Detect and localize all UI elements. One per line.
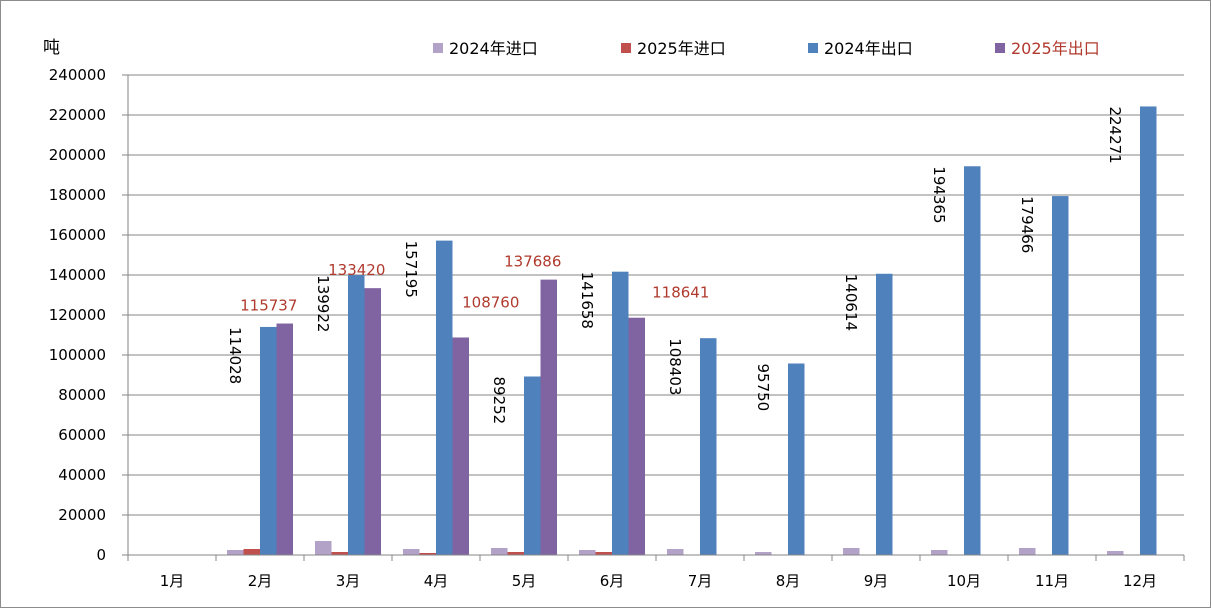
data-label: 118641 [652,284,709,302]
x-tick-label: 5月 [512,572,537,590]
bars [227,106,1157,556]
y-axis-unit-label: 吨 [43,38,60,58]
x-tick-label: 7月 [688,572,713,590]
bar [260,326,277,555]
bar [628,317,645,555]
data-label: 114028 [226,327,244,384]
y-tick-label: 40000 [58,466,106,484]
bar [579,550,596,555]
legend-swatch [808,43,818,53]
y-tick-label: 240000 [49,66,106,84]
y-axis: 0 20000 40000 60000 80000 100000 120000 140000 1… [49,66,129,564]
y-tick-label: 140000 [49,266,106,284]
x-tick-label: 4月 [424,572,449,590]
data-label: 140614 [842,274,860,331]
bar [876,273,893,555]
bar [276,323,293,555]
x-tick-label: 3月 [336,572,361,590]
x-tick-label: 2月 [248,572,273,590]
bar [507,552,524,555]
data-label: 194365 [930,166,948,223]
data-label: 108403 [666,338,684,395]
data-label: 89252 [490,376,508,424]
x-tick-label: 9月 [864,572,889,590]
bar [364,288,381,555]
y-tick-label: 80000 [58,386,106,404]
bar [491,548,508,555]
data-label: 137686 [504,253,561,271]
data-label: 141658 [578,272,596,329]
legend: 2024年进口 2025年进口 2024年出口 2025年出口 [433,39,1100,58]
bar [843,548,860,555]
bar [243,549,260,555]
y-tick-label: 0 [96,546,106,564]
legend-swatch [995,43,1005,53]
legend-swatch [621,43,631,53]
bar [1019,548,1036,555]
bar [331,552,348,555]
y-tick-label: 60000 [58,426,106,444]
bar [436,240,453,556]
y-tick-label: 20000 [58,506,106,524]
bar [700,338,717,555]
bar [452,337,469,555]
x-tick-label: 10月 [947,572,981,590]
bar [595,552,612,555]
x-tick-label: 11月 [1035,572,1069,590]
bar [931,550,948,555]
bar [964,166,981,555]
gridlines [128,74,1184,556]
legend-label: 2024年进口 [449,39,538,58]
bar [612,271,629,555]
data-labels: 114028 139922 157195 89252 141658 108403 95750… [226,106,1124,424]
legend-label: 2025年进口 [637,39,726,58]
bar [540,279,557,555]
x-tick-label: 6月 [600,572,625,590]
bar [1107,551,1124,555]
y-tick-label: 100000 [49,346,106,364]
legend-label: 2024年出口 [824,39,913,58]
legend-label: 2025年出口 [1011,39,1100,58]
data-label: 139922 [314,275,332,332]
bar [315,541,332,555]
x-tick-label: 8月 [776,572,801,590]
data-label: 95750 [754,364,772,412]
bar [788,363,805,555]
data-label: 179466 [1018,196,1036,253]
x-axis: 1月 2月 3月 4月 5月 6月 7月 8月 9月 10月 11月 12月 [127,554,1185,590]
y-tick-label: 220000 [49,106,106,124]
bar [227,550,244,555]
bar [524,376,541,555]
bar [1052,196,1069,555]
bar [755,552,772,555]
bar [419,553,436,555]
y-tick-label: 180000 [49,186,106,204]
y-tick-label: 120000 [49,306,106,324]
bar [1140,106,1157,555]
data-label: 108760 [462,293,519,311]
data-label: 157195 [402,241,420,298]
x-tick-label: 12月 [1123,572,1157,590]
legend-swatch [433,43,443,53]
data-label: 133420 [328,261,385,279]
bar [403,549,420,555]
y-tick-label: 160000 [49,226,106,244]
bar [667,549,684,555]
y-tick-label: 200000 [49,146,106,164]
x-tick-label: 1月 [160,572,185,590]
data-label: 224271 [1106,106,1124,163]
bar [348,275,365,555]
data-label: 115737 [240,297,297,315]
